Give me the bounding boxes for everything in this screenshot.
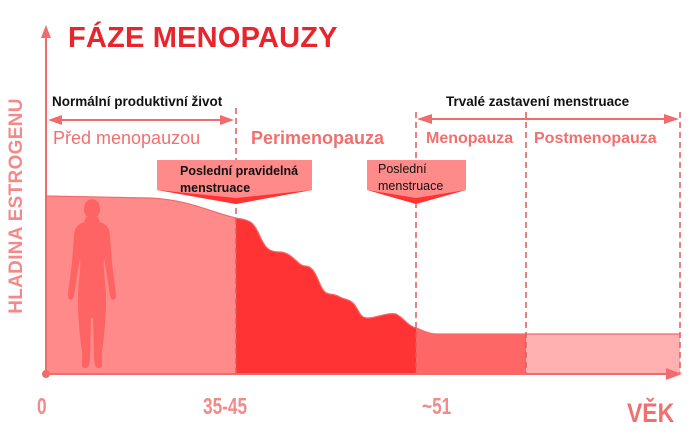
estrogen-curve [45,195,680,335]
callout-line-2: menstruace [180,181,251,195]
x-axis [42,368,682,380]
area-postmenopause [526,334,680,373]
span-arrow-normal-life [48,115,234,125]
phase-label-postmenopause: Postmenopauza [534,130,657,147]
callout-text-last: Poslední menstruace [378,161,443,195]
x-tick-51: ~51 [422,393,452,419]
y-axis [41,25,51,374]
span-arrow-permanent-stop [417,114,679,124]
x-axis-label: VĚK [627,398,675,428]
phase-label-menopause: Menopauza [426,130,514,147]
phase-label-premenopause: Před menopauzou [53,128,201,148]
area-perimenopause [236,218,416,373]
callout-line-2: menstruace [378,179,444,193]
span-label-normal-life: Normální produktivní život [52,94,223,109]
callout-line-1: Poslední [378,162,427,176]
span-label-permanent-stop: Trvalé zastavení menstruace [446,94,630,109]
callout-text-last-regular: Poslední pravidelná menstruace [180,163,298,197]
callout-last-regular-menstruation [157,160,312,204]
callout-line-1: Poslední pravidelná [180,164,299,178]
woman-silhouette-icon [68,199,116,369]
x-tick-35-45: 35-45 [203,393,248,419]
phase-label-perimenopause: Perimenopauza [251,128,385,148]
y-axis-label: HLADINA ESTROGENU [6,98,27,314]
callout-last-menstruation [367,160,466,204]
chart-title: FÁZE MENOPAUZY [68,22,338,54]
area-menopause [416,328,526,373]
x-tick-0: 0 [37,393,47,419]
